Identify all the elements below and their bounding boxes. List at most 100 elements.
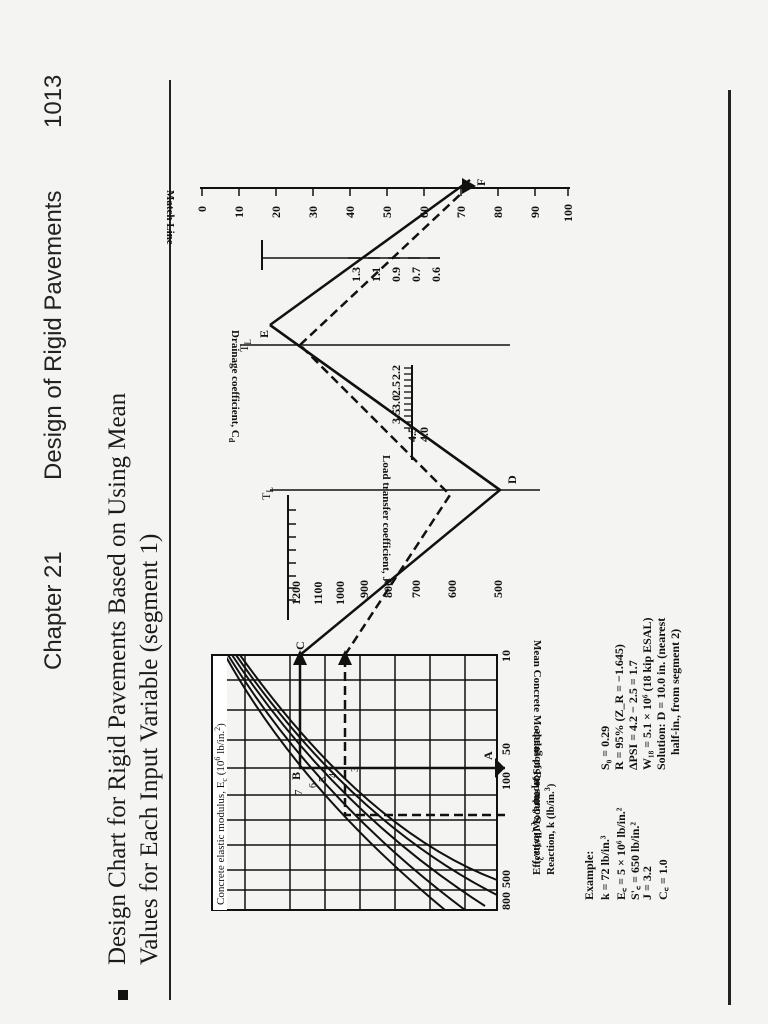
tl-label-d-sub: L [265,487,275,493]
match-tick-50: 50 [380,206,394,218]
example-solution-note: half-in., from segment 2) [668,628,682,755]
example-k: k = 72 lb/in.³ [598,835,612,900]
point-C: C [293,641,307,650]
arrow-C-solid [293,650,307,665]
svg-text:Reaction, k (lb/in.3): Reaction, k (lb/in.3) [543,783,557,875]
match-line-scale: 0 10 20 30 40 50 60 70 80 90 100 Match L… [164,178,575,245]
arrow-F [462,178,476,194]
point-D: D [505,475,519,484]
svg-text:Concrete elastic modulus, Ec (: Concrete elastic modulus, Ec (106 lb/in.… [213,723,229,905]
rupture-label: Mean Concrete Modulus of Rupture, S [531,640,543,822]
rupture-tick-600: 600 [445,580,459,598]
drainage-label-sub: d [227,438,236,443]
curve-label-4: 4 [328,773,339,778]
grid-xlabel-line2: Reaction, k (lb/in. [545,791,557,875]
point-F: F [474,179,488,186]
svg-text:Drainage coefficient, Cd: Drainage coefficient, Cd [227,330,241,443]
rupture-tick-700: 700 [409,580,423,598]
tl-label-d: T [259,492,273,500]
example-heading: Example: [582,850,596,900]
lt-tick-2.5: 2.5 [389,381,403,396]
grid-title-sub: c [220,778,229,782]
rupture-label-units: (lb/in. [531,829,543,857]
header-rule [169,80,171,1000]
lt-tick-3.0: 3.0 [389,395,403,410]
drain-tick-1.1: 1.1 [369,267,383,282]
arrow-C-dashed [338,650,352,665]
tl-label-e: T [237,344,251,352]
grid-xlabel-exp: 3 [543,787,552,791]
match-tick-80: 80 [491,206,505,218]
svg-text:TL: TL [259,487,275,500]
modulus-grid: Concrete elastic modulus, Ec (106 lb/in.… [211,650,557,911]
match-line-label: Match Line [164,190,176,245]
curve-label-5: 5 [318,777,329,782]
grid-title-units: (10 [215,760,227,775]
rupture-tick-1100: 1100 [311,582,325,605]
svg-text:TL: TL [237,339,253,352]
point-A: A [481,751,495,760]
rupture-label-exp: 2 [536,856,545,860]
curve-label-6: 6 [308,783,319,788]
drain-tick-0.6: 0.6 [429,267,443,282]
tl-label-e-sub: L [243,339,253,345]
title-bullet [118,990,128,1000]
svg-text:Mean Concrete Modulus of Ruptu: Mean Concrete Modulus of Rupture, Sc (lb… [529,640,545,864]
match-tick-30: 30 [306,206,320,218]
lt-tick-4.5: 4.5 [405,427,419,442]
rupture-tick-500: 500 [491,580,505,598]
rupture-label-sub: c [529,822,538,826]
match-tick-90: 90 [528,206,542,218]
drainage-label: Drainage coefficient, C [229,330,241,438]
grid-title-end-exp: 2 [213,727,222,731]
example-cd: C꜀ = 1.0 [656,859,670,900]
k-tick-800: 800 [499,892,513,910]
load-transfer-label: Load transfer coefficient, J [380,455,392,582]
example-w18: W₁₈ = 5.1 × 10⁶ (18 kip ESAL) [640,617,654,771]
lt-tick-4.0: 4.0 [417,427,431,442]
k-tick-50: 50 [499,743,513,755]
lt-tick-3.5: 3.5 [389,409,403,424]
solution-path-dashed [299,189,505,817]
grid-title-exp: 6 [213,757,222,761]
point-B: B [289,772,303,780]
rupture-tick-1200: 1200 [289,581,303,605]
grid-title-end: lb/in. [215,731,227,754]
k-tick-100: 100 [499,772,513,790]
drain-tick-0.9: 0.9 [389,267,403,282]
match-tick-60: 60 [417,206,431,218]
example-solution: Solution: D = 10.0 in. (nearest [654,617,668,770]
lt-tick-2.2: 2.2 [389,365,403,380]
match-tick-20: 20 [269,206,283,218]
rupture-label-close: ) [531,860,543,864]
example-r: R = 95% (Z_R = −1.645) [612,644,626,770]
curve-label-7: 7 [293,789,305,795]
example-j: J = 3.2 [640,866,654,900]
grid-xlabel-line1: Effective Modulus of Subgrade [531,729,543,875]
page-edge-rule [728,90,731,1005]
drainage-scale: 1.3 1.1 0.9 0.7 0.6 Drainage coefficient… [227,240,443,443]
rupture-tick-800: 800 [381,580,395,598]
rupture-tick-1000: 1000 [333,581,347,605]
drain-tick-0.7: 0.7 [409,267,423,282]
drain-tick-1.3: 1.3 [349,267,363,282]
point-E: E [257,330,271,338]
example-so: S₀ = 0.29 [598,725,612,770]
k-tick-10: 10 [499,650,513,662]
svg-text:Effective Modulus of Subgrade: Effective Modulus of Subgrade [531,729,543,875]
arrow-A [495,758,505,778]
grid-title-close: ) [215,723,227,727]
match-tick-70: 70 [454,206,468,218]
match-tick-100: 100 [561,204,575,222]
match-tick-0: 0 [195,206,209,212]
rupture-tick-900: 900 [357,580,371,598]
load-transfer-scale: 4.5 4.0 3.5 3.0 2.5 2.2 Load transfer co… [380,365,431,582]
k-tick-500: 500 [499,870,513,888]
example-psi: ΔPSI = 4.2 − 2.5 = 1.7 [626,660,640,770]
match-tick-10: 10 [232,206,246,218]
grid-title: Concrete elastic modulus, E [215,781,227,905]
rupture-scale: 1200 1100 1000 900 800 700 600 500 Mean … [287,495,545,864]
match-tick-40: 40 [343,206,357,218]
grid-xlabel-close: ) [545,783,557,787]
